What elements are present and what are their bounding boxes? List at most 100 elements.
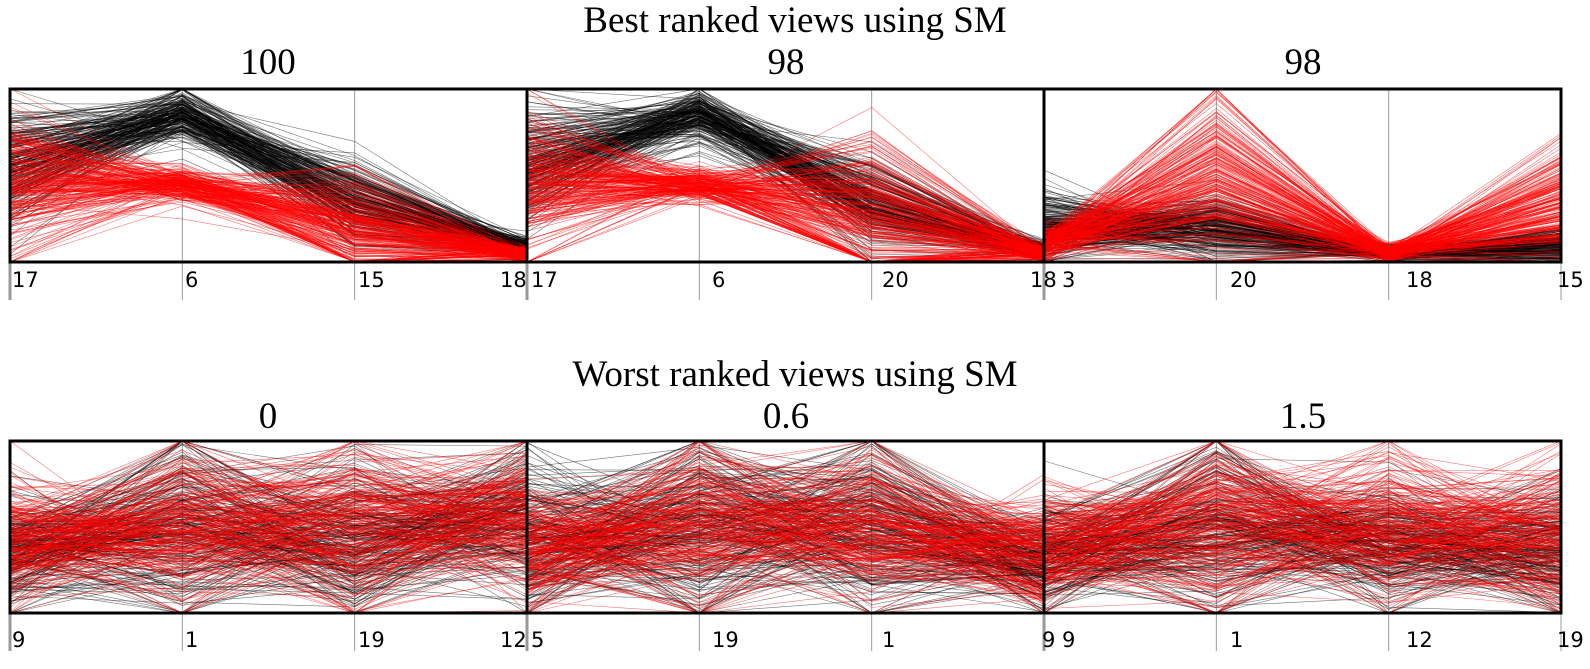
polyline bbox=[1043, 517, 1562, 574]
axis-label-best-1-a: 17 bbox=[12, 268, 39, 292]
polyline bbox=[9, 174, 528, 256]
polyline bbox=[9, 546, 528, 596]
polyline bbox=[526, 187, 1045, 251]
polyline bbox=[1043, 514, 1562, 592]
polyline bbox=[526, 156, 1045, 256]
polyline bbox=[1043, 515, 1562, 614]
polyline bbox=[9, 180, 528, 263]
polyline bbox=[1043, 526, 1562, 589]
axis-label-worst-2-b: 19 bbox=[712, 628, 739, 652]
axis-label-best-3-c: 18 bbox=[1406, 268, 1433, 292]
panel-score-worst-1: 0 bbox=[258, 396, 278, 437]
axis-label-worst-1-b: 1 bbox=[185, 628, 199, 652]
polyline bbox=[9, 183, 528, 257]
polyline bbox=[1043, 505, 1562, 585]
axis-label-worst-1-a: 9 bbox=[12, 628, 26, 652]
polyline bbox=[9, 158, 528, 263]
polyline bbox=[526, 472, 1045, 537]
axis-label-worst-2-a: 5 bbox=[531, 628, 545, 652]
polyline bbox=[9, 467, 528, 567]
polyline bbox=[526, 488, 1045, 564]
polyline bbox=[1043, 505, 1562, 614]
polyline bbox=[9, 490, 528, 560]
polyline bbox=[1043, 98, 1562, 254]
polyline bbox=[9, 144, 528, 255]
polyline bbox=[1043, 152, 1562, 257]
polyline bbox=[1043, 112, 1562, 247]
polyline bbox=[1043, 511, 1562, 539]
polyline bbox=[1043, 111, 1562, 256]
polyline bbox=[526, 481, 1045, 560]
polyline bbox=[9, 464, 528, 608]
polyline bbox=[1043, 526, 1562, 592]
series-2-lines bbox=[9, 88, 528, 263]
polyline bbox=[526, 150, 1045, 263]
polyline bbox=[526, 145, 1045, 262]
polyline bbox=[526, 536, 1045, 614]
polyline bbox=[1043, 159, 1562, 261]
panel-score-best-1: 100 bbox=[240, 42, 296, 83]
polyline bbox=[9, 492, 528, 543]
polyline bbox=[9, 151, 528, 259]
polyline bbox=[9, 480, 528, 509]
polyline bbox=[9, 119, 528, 251]
polyline bbox=[1043, 124, 1562, 256]
polyline bbox=[9, 490, 528, 590]
polyline bbox=[1043, 117, 1562, 254]
polyline bbox=[1043, 507, 1562, 566]
polyline bbox=[9, 467, 528, 598]
polyline bbox=[1043, 152, 1562, 256]
polyline bbox=[526, 169, 1045, 252]
polyline bbox=[526, 515, 1045, 552]
series-2-lines bbox=[9, 440, 528, 614]
polyline bbox=[9, 186, 528, 257]
polyline bbox=[9, 480, 528, 591]
polyline bbox=[526, 468, 1045, 608]
polyline bbox=[1043, 525, 1562, 571]
polyline bbox=[1043, 474, 1562, 561]
axis-label-best-2-d: 18 bbox=[1030, 268, 1057, 292]
polyline bbox=[526, 516, 1045, 614]
polyline bbox=[1043, 527, 1562, 585]
polyline bbox=[1043, 506, 1562, 566]
axis-label-best-1-c: 15 bbox=[358, 268, 385, 292]
polyline bbox=[1043, 473, 1562, 586]
polyline bbox=[9, 498, 528, 551]
axis-label-worst-1-c: 19 bbox=[358, 628, 385, 652]
polyline bbox=[1043, 561, 1562, 609]
axis-label-worst-3-c: 12 bbox=[1406, 628, 1433, 652]
polyline bbox=[9, 475, 528, 584]
axis-label-worst-3-d: 19 bbox=[1557, 628, 1584, 652]
polyline bbox=[526, 516, 1045, 596]
polyline bbox=[1043, 440, 1562, 593]
axis-label-best-1-b: 6 bbox=[185, 268, 199, 292]
axis-label-best-2-a: 17 bbox=[531, 268, 558, 292]
polyline bbox=[526, 163, 1045, 256]
polyline bbox=[526, 182, 1045, 251]
polyline bbox=[1043, 462, 1562, 546]
polyline bbox=[1043, 490, 1562, 565]
polyline bbox=[1043, 494, 1562, 564]
polyline bbox=[9, 472, 528, 532]
polyline bbox=[9, 119, 528, 247]
polyline bbox=[9, 542, 528, 582]
polyline bbox=[9, 459, 528, 569]
polyline bbox=[9, 485, 528, 595]
polyline bbox=[526, 176, 1045, 248]
polyline bbox=[1043, 496, 1562, 561]
polyline bbox=[526, 175, 1045, 254]
polyline bbox=[1043, 196, 1562, 254]
polyline bbox=[1043, 212, 1562, 250]
polyline bbox=[526, 501, 1045, 532]
polyline bbox=[1043, 167, 1562, 254]
polyline bbox=[526, 509, 1045, 614]
polyline bbox=[526, 171, 1045, 251]
polyline bbox=[9, 501, 528, 572]
polyline bbox=[526, 152, 1045, 253]
polyline bbox=[1043, 516, 1562, 585]
polyline bbox=[526, 163, 1045, 263]
polyline bbox=[1043, 157, 1562, 254]
polyline bbox=[1043, 500, 1562, 585]
polyline bbox=[1043, 528, 1562, 598]
